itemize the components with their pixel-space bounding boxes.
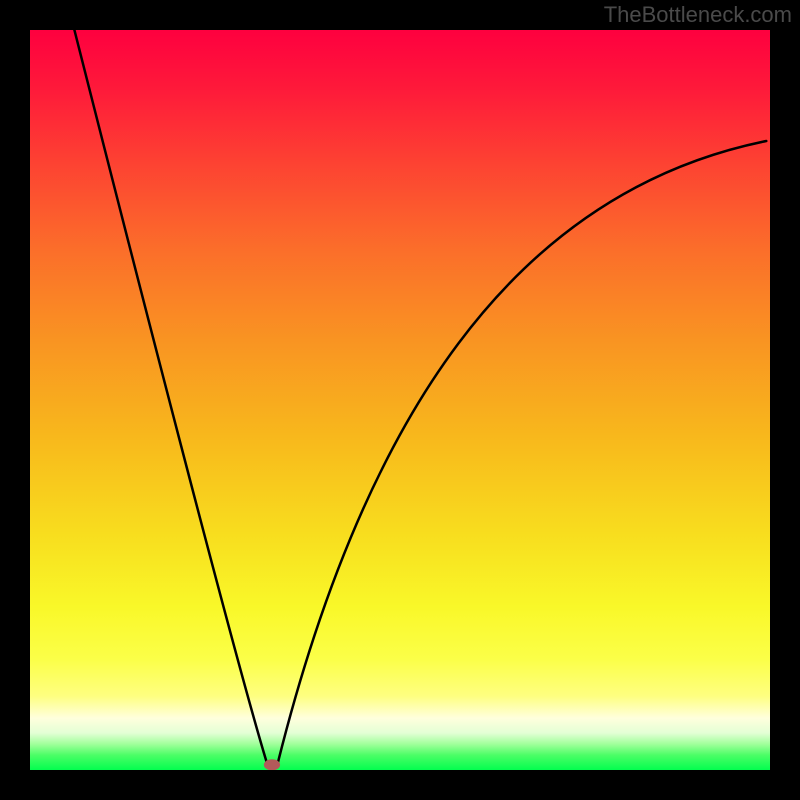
chart-background [30,30,770,770]
minimum-marker [264,759,280,770]
bottleneck-chart [30,30,770,770]
watermark-text: TheBottleneck.com [604,2,792,28]
chart-container [30,30,770,770]
